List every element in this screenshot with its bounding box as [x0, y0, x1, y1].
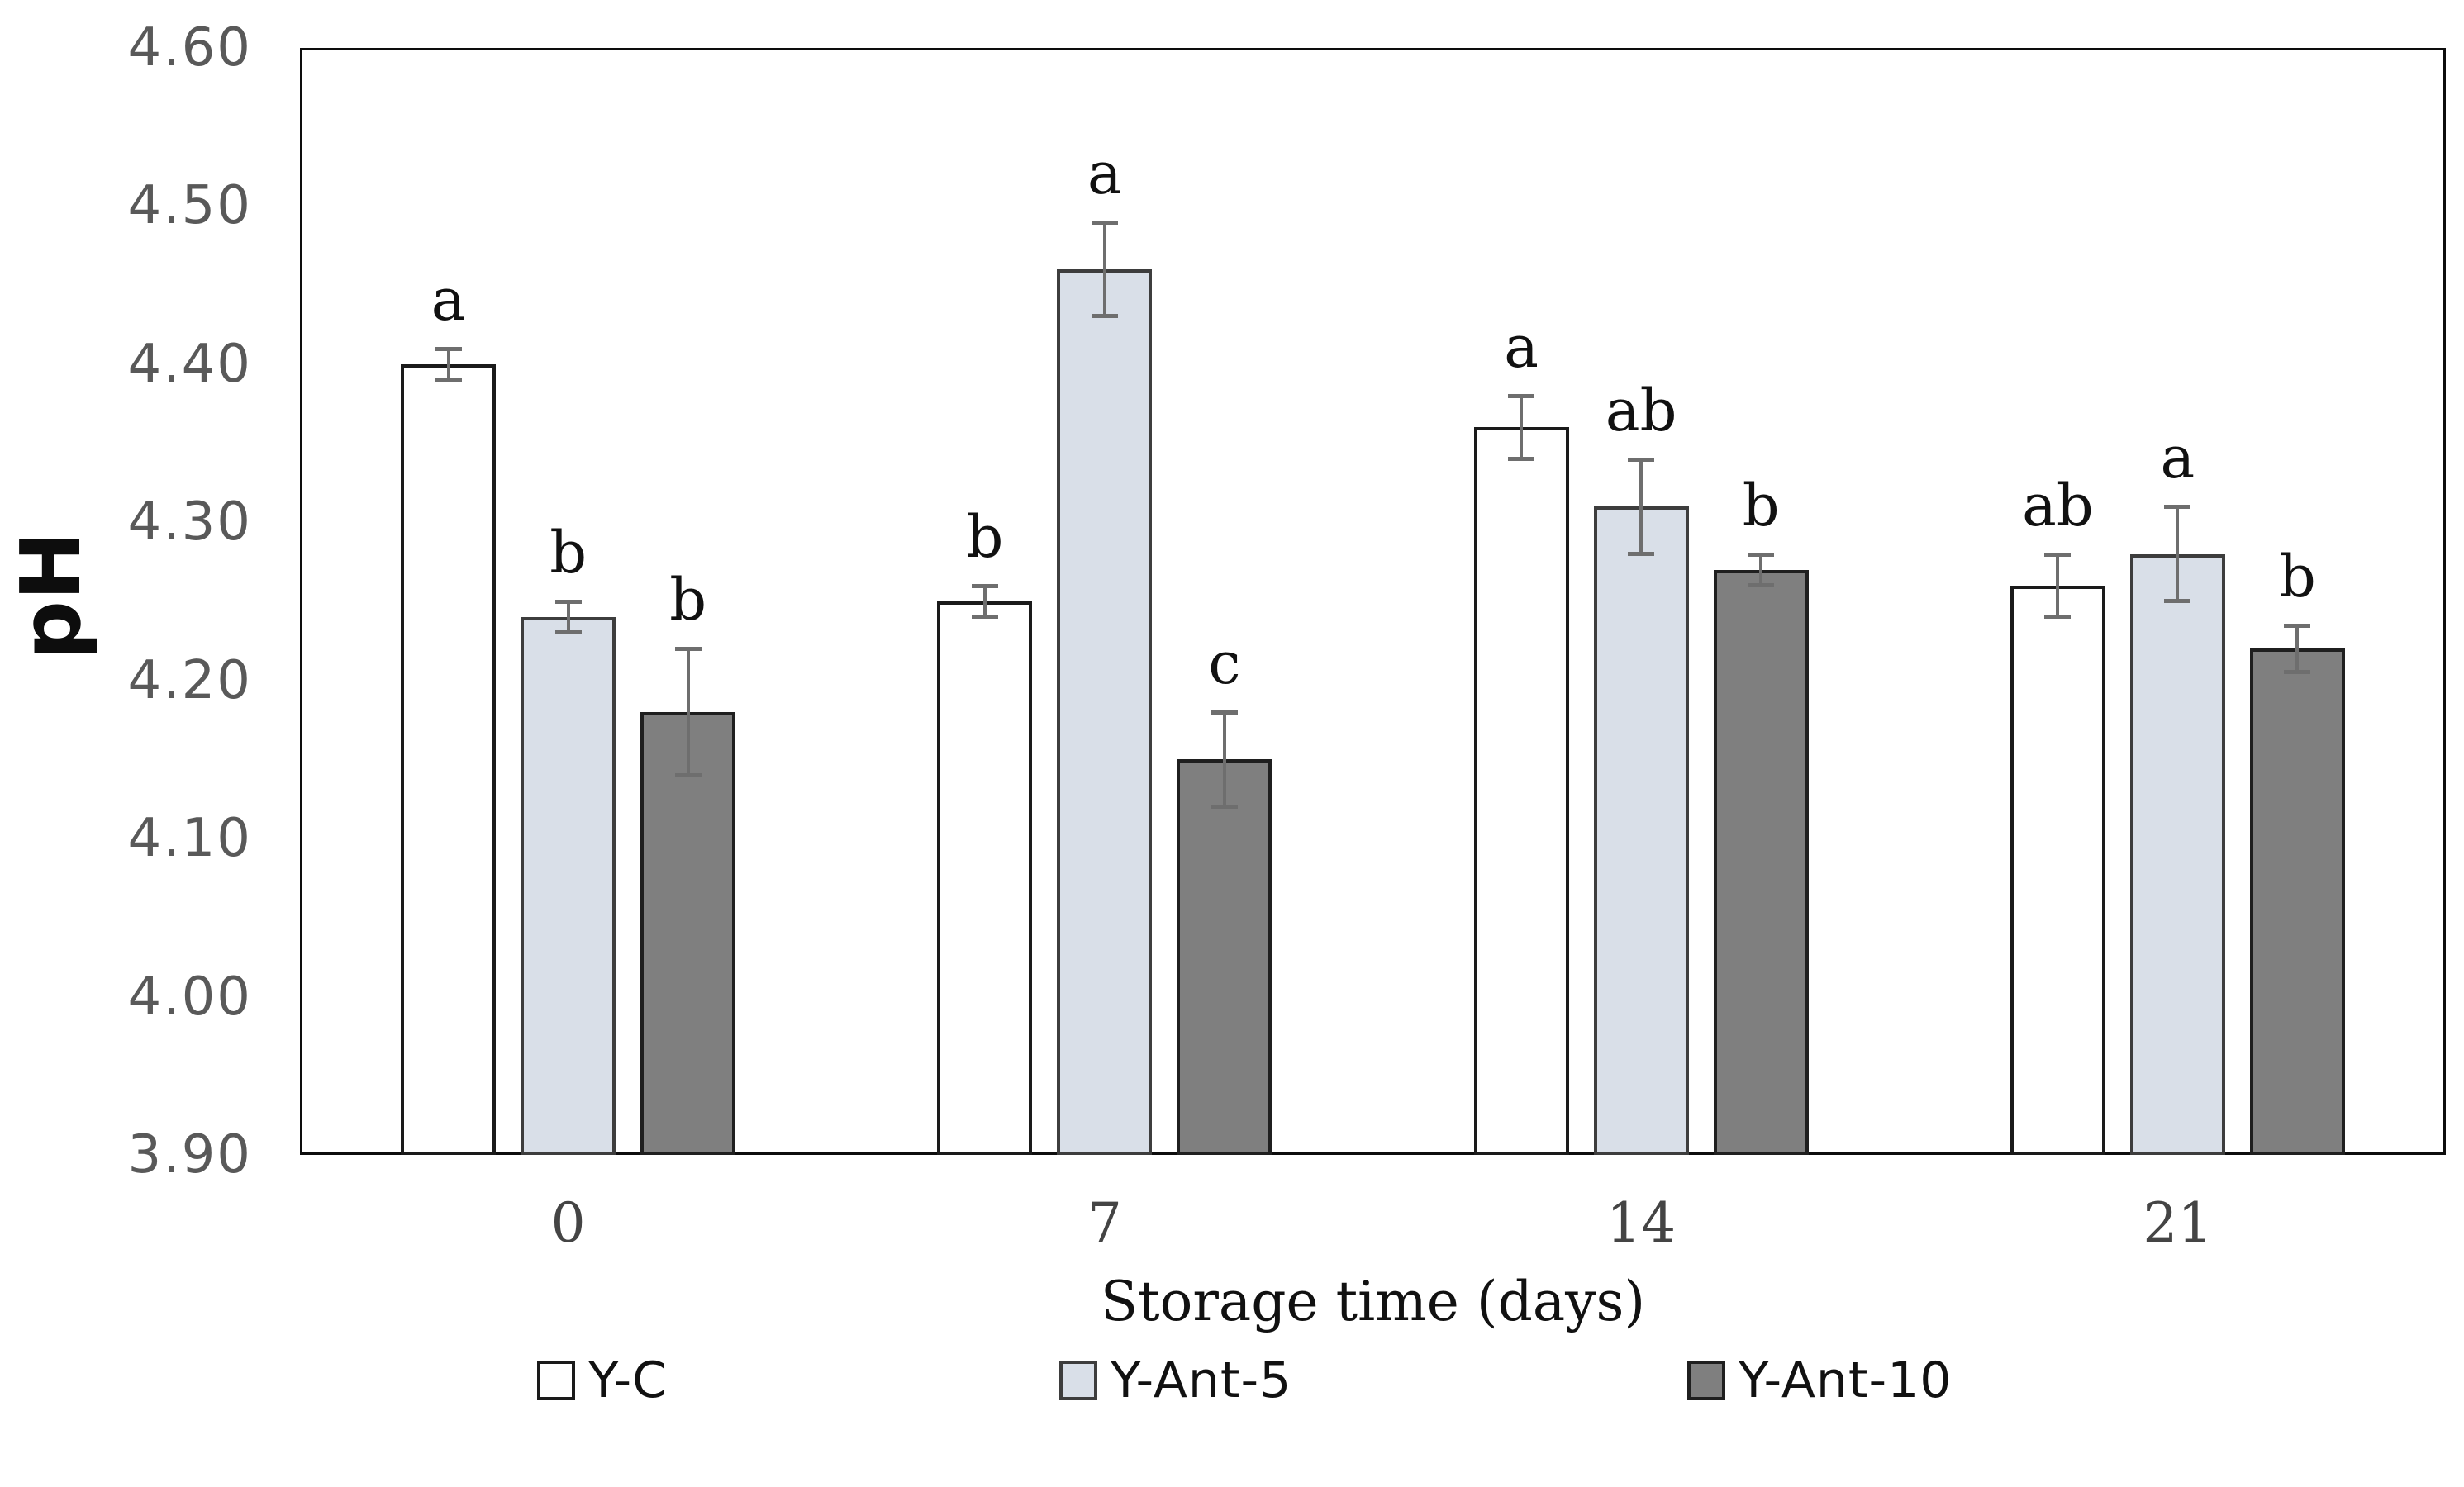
bar-y-ant-10-day21 [2249, 648, 2345, 1155]
error-bar-cap-top [2284, 623, 2311, 628]
significance-letter: a [2160, 424, 2195, 492]
error-bar-cap-top [1508, 394, 1535, 399]
error-bar-cap-bottom [2044, 615, 2072, 620]
y-axis-tick-label: 4.60 [127, 17, 252, 78]
significance-letter: b [966, 502, 1004, 571]
error-bar [982, 585, 987, 618]
error-bar-cap-bottom [1508, 456, 1535, 461]
legend-label-y-ant-5: Y-Ant-5 [1111, 1352, 1292, 1409]
error-bar [1222, 712, 1226, 807]
bar-y-c-day21 [2010, 585, 2105, 1155]
x-axis-title: Storage time (days) [1100, 1270, 1646, 1333]
bar-y-c-day0 [401, 363, 497, 1155]
significance-letter: ab [2022, 471, 2094, 539]
error-bar-cap-bottom [435, 378, 462, 382]
error-bar-cap-top [1091, 220, 1118, 225]
y-axis-tick-label: 4.50 [127, 175, 252, 237]
error-bar [2295, 625, 2300, 673]
error-bar-cap-top [2044, 552, 2072, 557]
y-axis-tick-label: 4.30 [127, 492, 252, 553]
bar-y-ant-5-day0 [521, 617, 616, 1155]
legend-entry-y-ant-10: Y-Ant-10 [1687, 1352, 1952, 1409]
significance-letter: b [1742, 471, 1780, 539]
error-bar [1102, 221, 1106, 317]
error-bar-cap-bottom [1211, 804, 1238, 809]
significance-letter: a [430, 265, 466, 334]
significance-letter: a [1087, 139, 1122, 207]
error-bar-cap-top [1628, 457, 1655, 462]
error-bar [2056, 553, 2060, 618]
y-axis-tick-label: 4.10 [127, 808, 252, 870]
error-bar-cap-bottom [2284, 670, 2311, 675]
error-bar-cap-top [971, 583, 998, 588]
error-bar-cap-bottom [554, 630, 582, 635]
bar-y-c-day7 [937, 601, 1033, 1155]
error-bar-cap-bottom [1628, 551, 1655, 556]
error-bar-cap-top [674, 647, 702, 652]
error-bar-cap-top [435, 346, 462, 351]
y-axis-tick-label: 4.40 [127, 333, 252, 395]
error-bar [1520, 396, 1524, 459]
legend-entry-y-c: Y-C [537, 1352, 668, 1409]
bar-y-ant-5-day14 [1593, 506, 1689, 1155]
error-bar-cap-bottom [1091, 314, 1118, 319]
significance-letter: b [549, 519, 587, 587]
bar-y-ant-10-day7 [1177, 759, 1272, 1155]
x-axis-tick-label: 14 [1606, 1191, 1677, 1255]
significance-letter: c [1208, 629, 1241, 697]
error-bar-cap-bottom [971, 615, 998, 620]
y-axis-tick-label: 3.90 [127, 1124, 252, 1185]
legend-swatch-y-c [537, 1361, 575, 1400]
error-bar-cap-top [1748, 552, 1775, 557]
error-bar [1759, 553, 1763, 586]
error-bar [2176, 506, 2180, 601]
x-axis-tick-label: 0 [550, 1191, 586, 1255]
legend-swatch-y-ant-5 [1059, 1361, 1097, 1400]
bar-y-c-day14 [1473, 427, 1569, 1155]
error-bar [446, 348, 450, 380]
error-bar-cap-top [554, 600, 582, 604]
significance-letter: b [2278, 542, 2316, 610]
bar-y-ant-5-day21 [2129, 553, 2225, 1155]
error-bar-cap-bottom [1748, 582, 1775, 587]
significance-letter: a [1504, 313, 1539, 382]
error-bar-cap-bottom [2164, 599, 2191, 603]
error-bar [566, 601, 570, 634]
y-axis-tick-label: 4.00 [127, 966, 252, 1028]
legend-label-y-c: Y-C [588, 1352, 668, 1409]
error-bar-cap-bottom [674, 772, 702, 777]
x-axis-tick-label: 21 [2143, 1191, 2213, 1255]
bar-y-ant-5-day7 [1057, 269, 1153, 1155]
error-bar-cap-top [1211, 710, 1238, 715]
error-bar [1639, 458, 1643, 554]
bar-y-ant-10-day0 [640, 712, 736, 1155]
error-bar [686, 648, 690, 776]
bar-y-ant-10-day14 [1713, 569, 1809, 1155]
significance-letter: ab [1605, 376, 1677, 444]
y-axis-tick-label: 4.20 [127, 649, 252, 711]
legend-label-y-ant-10: Y-Ant-10 [1739, 1352, 1953, 1409]
legend-entry-y-ant-5: Y-Ant-5 [1059, 1352, 1291, 1409]
significance-letter: b [669, 566, 707, 634]
x-axis-tick-label: 7 [1087, 1191, 1122, 1255]
legend-swatch-y-ant-10 [1687, 1361, 1725, 1400]
error-bar-cap-top [2164, 505, 2191, 510]
